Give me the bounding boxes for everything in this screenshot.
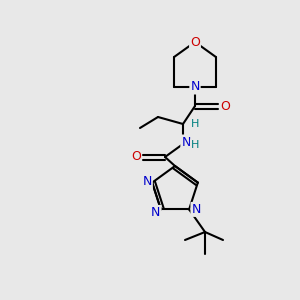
- Text: N: N: [191, 203, 201, 216]
- Text: O: O: [220, 100, 230, 112]
- Text: O: O: [190, 35, 200, 49]
- Text: H: H: [191, 140, 199, 150]
- Text: N: N: [181, 136, 191, 148]
- Text: N: N: [190, 80, 200, 94]
- Text: O: O: [131, 151, 141, 164]
- Text: N: N: [151, 206, 160, 219]
- Text: N: N: [142, 175, 152, 188]
- Text: H: H: [191, 119, 199, 129]
